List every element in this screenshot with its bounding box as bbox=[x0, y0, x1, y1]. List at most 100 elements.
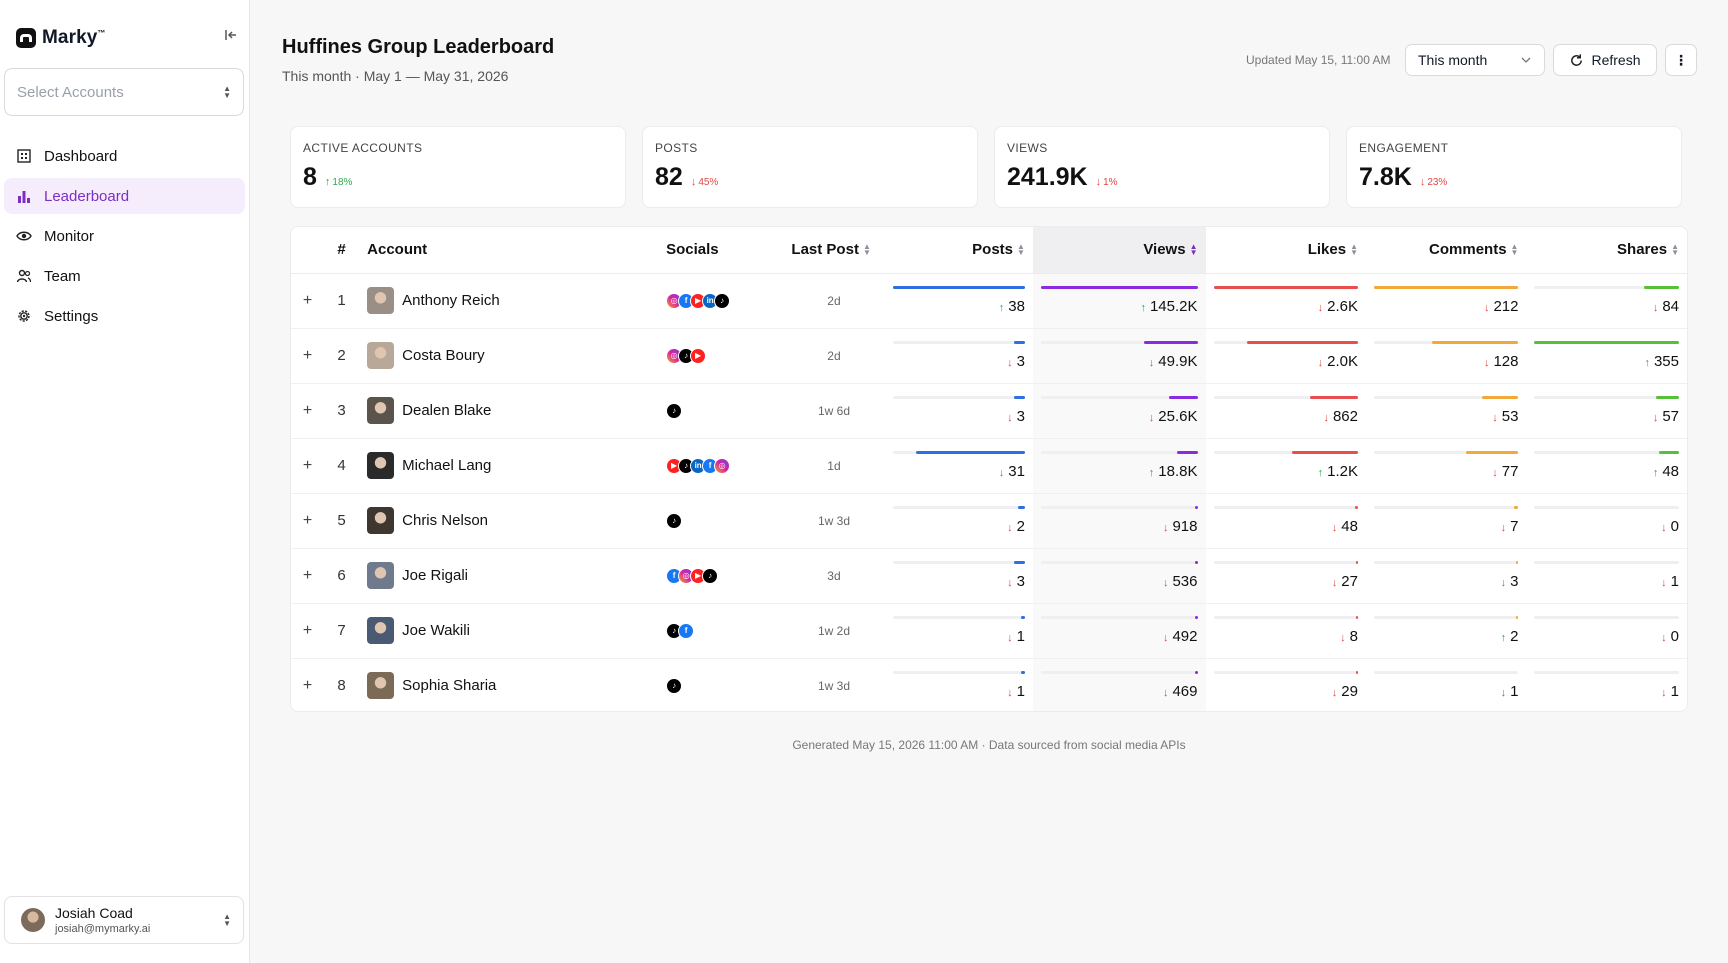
table-row[interactable]: +2 Costa Boury ◎ ♪ ▶ 2d ↓ 3 ↓ 49.9K ↓ 2.0K ↓ 128 ↑ 355 bbox=[291, 328, 1687, 384]
posts-bar-fill bbox=[916, 450, 1025, 454]
page-title: Huffines Group Leaderboard bbox=[282, 36, 555, 58]
views-bar-track bbox=[1040, 505, 1198, 509]
marky-logo-icon bbox=[16, 28, 36, 48]
expand-row-button[interactable]: + bbox=[291, 328, 324, 384]
youtube-icon[interactable]: ▶ bbox=[690, 347, 707, 364]
arrow-up-icon: ↑ bbox=[1500, 632, 1507, 644]
collapse-sidebar-icon[interactable] bbox=[222, 28, 240, 46]
plus-icon: + bbox=[302, 346, 313, 364]
views-bar-track bbox=[1040, 395, 1198, 399]
likes-bar-fill bbox=[1355, 670, 1358, 674]
views-cell: ↓ 918 bbox=[1032, 493, 1206, 549]
account-cell[interactable]: Chris Nelson bbox=[359, 493, 659, 549]
table-row[interactable]: +6 Joe Rigali f ◎ ▶ ♪ 3d ↓ 3 ↓ 536 ↓ 27 ↓ 3 ↓ 1 bbox=[291, 548, 1687, 604]
chevron-updown-icon: ▲ ▼ bbox=[223, 912, 231, 928]
posts-value: ↓ 3 bbox=[1007, 408, 1025, 425]
shares-bar-fill bbox=[1655, 395, 1679, 399]
account-cell[interactable]: Costa Boury bbox=[359, 328, 659, 384]
shares-bar-track bbox=[1534, 450, 1679, 454]
tiktok-icon[interactable]: ♪ bbox=[714, 292, 731, 309]
comments-cell: ↓ 53 bbox=[1365, 383, 1527, 439]
views-column-header[interactable]: Views ▲ ▼ bbox=[1032, 227, 1206, 274]
expand-row-button[interactable]: + bbox=[291, 493, 324, 549]
table-row[interactable]: +4 Michael Lang ▶ ♪ in f ◎ 1d ↓ 31 ↑ 18.8K ↑ 1.2K ↓ 77 ↑… bbox=[291, 438, 1687, 494]
shares-bar-fill bbox=[1534, 340, 1679, 344]
shares-bar-track bbox=[1534, 505, 1679, 509]
arrow-down-icon: ↓ bbox=[1007, 522, 1013, 534]
expand-row-button[interactable]: + bbox=[291, 383, 324, 439]
sidebar-item-leaderboard[interactable]: Leaderboard bbox=[4, 178, 245, 214]
posts-cell: ↓ 2 bbox=[884, 493, 1033, 549]
shares-column-header[interactable]: Shares ▲ ▼ bbox=[1526, 227, 1687, 274]
rank: 6 bbox=[323, 548, 360, 604]
comments-bar-track bbox=[1373, 670, 1519, 674]
account-cell[interactable]: Joe Wakili bbox=[359, 603, 659, 659]
table-row[interactable]: +3 Dealen Blake ♪ 1w 6d ↓ 3 ↓ 25.6K ↓ 862 ↓ 53 ↓ 57 bbox=[291, 383, 1687, 439]
tiktok-icon[interactable]: ♪ bbox=[702, 567, 719, 584]
expand-row-button[interactable]: + bbox=[291, 438, 324, 494]
stat-card-engagement: ENGAGEMENT 7.8K ↓ 23% bbox=[1346, 126, 1682, 208]
tiktok-icon[interactable]: ♪ bbox=[666, 512, 683, 529]
comments-value: ↓ 128 bbox=[1483, 353, 1519, 370]
rank: 7 bbox=[323, 603, 360, 659]
expand-row-button[interactable]: + bbox=[291, 548, 324, 604]
arrow-down-icon: ↓ bbox=[1500, 522, 1507, 534]
date-range-select[interactable]: This month bbox=[1405, 44, 1545, 76]
arrow-down-icon: ↓ bbox=[1661, 632, 1667, 644]
arrow-down-icon: ↓ bbox=[1492, 467, 1498, 479]
likes-cell: ↓ 29 bbox=[1205, 658, 1366, 711]
table-row[interactable]: +5 Chris Nelson ♪ 1w 3d ↓ 2 ↓ 918 ↓ 48 ↓ 7 ↓ 0 bbox=[291, 493, 1687, 549]
likes-cell: ↓ 27 bbox=[1205, 548, 1366, 604]
tiktok-icon[interactable]: ♪ bbox=[666, 402, 683, 419]
table-row[interactable]: +8 Sophia Sharia ♪ 1w 3d ↓ 1 ↓ 469 ↓ 29 ↓ 1 ↓ 1 bbox=[291, 658, 1687, 711]
account-cell[interactable]: Anthony Reich bbox=[359, 273, 659, 329]
expand-row-button[interactable]: + bbox=[291, 658, 324, 711]
table-row[interactable]: +1 Anthony Reich ◎ f ▶ in ♪ 2d ↑ 38 ↑ 145.2K ↓ 2.6K ↓ 2… bbox=[291, 273, 1687, 329]
posts-column-header[interactable]: Posts ▲ ▼ bbox=[884, 227, 1033, 274]
sidebar-item-monitor[interactable]: Monitor bbox=[4, 218, 245, 254]
refresh-button[interactable]: Refresh bbox=[1553, 44, 1657, 76]
comments-bar-fill bbox=[1516, 615, 1519, 619]
sidebar-item-settings[interactable]: Settings bbox=[4, 298, 245, 334]
shares-cell: ↓ 1 bbox=[1526, 548, 1687, 604]
more-options-button[interactable]: ⋮ bbox=[1665, 44, 1697, 76]
brand[interactable]: Marky™ bbox=[0, 0, 249, 50]
views-cell: ↓ 469 bbox=[1032, 658, 1206, 711]
comments-bar-fill bbox=[1514, 505, 1519, 509]
instagram-icon[interactable]: ◎ bbox=[714, 457, 731, 474]
views-bar-fill bbox=[1195, 505, 1198, 509]
user-menu[interactable]: Josiah Coad josiah@mymarky.ai ▲ ▼ bbox=[4, 896, 244, 944]
likes-bar-fill bbox=[1355, 505, 1358, 509]
avatar bbox=[367, 562, 395, 589]
user-email: josiah@mymarky.ai bbox=[55, 922, 151, 935]
likes-column-header[interactable]: Likes ▲ ▼ bbox=[1205, 227, 1366, 274]
socials-cell: f ◎ ▶ ♪ bbox=[658, 548, 784, 604]
comments-column-header[interactable]: Comments ▲ ▼ bbox=[1365, 227, 1527, 274]
account-cell[interactable]: Michael Lang bbox=[359, 438, 659, 494]
last-post-column-header[interactable]: Last Post ▲ ▼ bbox=[783, 227, 885, 274]
facebook-icon[interactable]: f bbox=[678, 622, 695, 639]
account-cell[interactable]: Dealen Blake bbox=[359, 383, 659, 439]
views-bar-fill bbox=[1144, 340, 1198, 344]
account-cell[interactable]: Joe Rigali bbox=[359, 548, 659, 604]
comments-bar-track bbox=[1373, 615, 1519, 619]
stat-value: 7.8K bbox=[1359, 163, 1412, 191]
shares-cell: ↓ 57 bbox=[1526, 383, 1687, 439]
stat-label: ENGAGEMENT bbox=[1359, 141, 1449, 155]
posts-cell: ↓ 31 bbox=[884, 438, 1033, 494]
last-post: 2d bbox=[783, 328, 885, 384]
account-cell[interactable]: Sophia Sharia bbox=[359, 658, 659, 711]
stats-row: ACTIVE ACCOUNTS 8 ↑ 18% POSTS 82 ↓ 45% VIEWS 241.… bbox=[290, 126, 1682, 208]
tiktok-icon[interactable]: ♪ bbox=[666, 677, 683, 694]
shares-cell: ↓ 0 bbox=[1526, 493, 1687, 549]
plus-icon: + bbox=[302, 401, 313, 419]
sidebar-item-dashboard[interactable]: Dashboard bbox=[4, 138, 245, 174]
chevron-down-icon bbox=[1521, 57, 1531, 63]
expand-row-button[interactable]: + bbox=[291, 273, 324, 329]
sidebar-item-team[interactable]: Team bbox=[4, 258, 245, 294]
select-accounts-placeholder: Select Accounts bbox=[17, 83, 124, 101]
expand-row-button[interactable]: + bbox=[291, 603, 324, 659]
select-accounts-dropdown[interactable]: Select Accounts ▲ ▼ bbox=[4, 68, 244, 116]
table-row[interactable]: +7 Joe Wakili ♪ f 1w 2d ↓ 1 ↓ 492 ↓ 8 ↑ 2 ↓ 0 bbox=[291, 603, 1687, 659]
rank: 3 bbox=[323, 383, 360, 439]
